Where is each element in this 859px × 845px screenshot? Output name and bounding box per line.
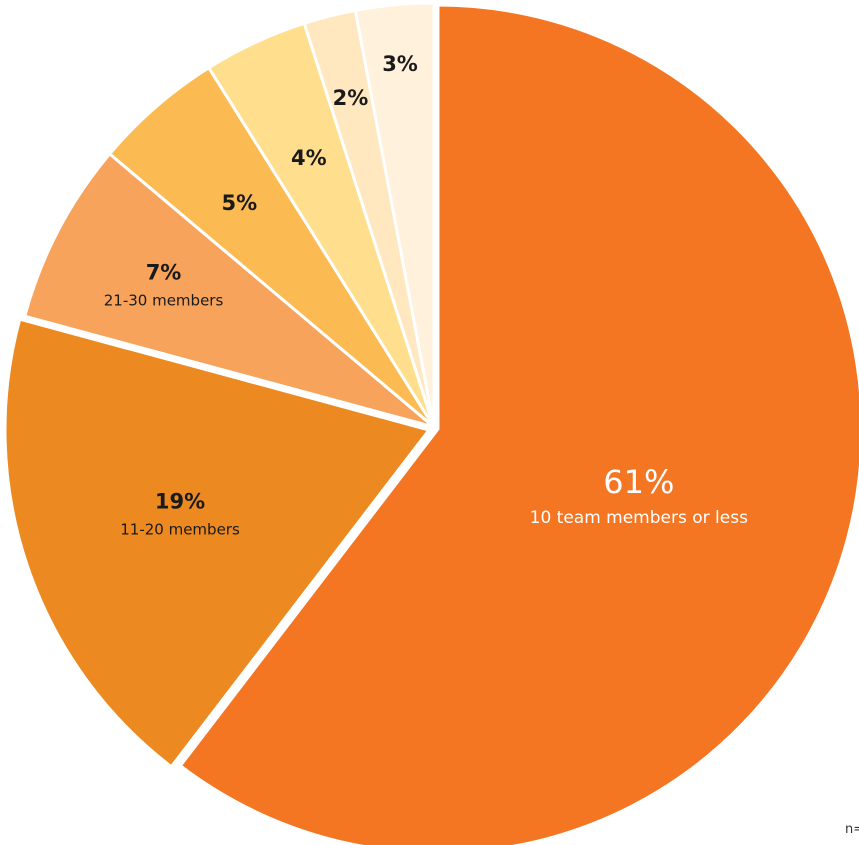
pie-slice-7-pct	[23, 152, 436, 429]
slice-category-label: 11-20 members	[120, 520, 240, 538]
pie-slice-19-pct	[3, 317, 431, 769]
slice-percent-label: 2%	[333, 86, 369, 110]
sample-size-note: n=	[845, 822, 859, 837]
slice-percent-label: 3%	[382, 52, 418, 76]
slice-category-label: 21-30 members	[104, 291, 224, 309]
pie-slice-3-pct	[353, 1, 436, 429]
slice-percent-label: 61%	[603, 463, 674, 501]
slice-percent-label: 4%	[291, 146, 327, 170]
slice-category-label: 10 team members or less	[530, 508, 748, 528]
slice-percent-label: 5%	[221, 191, 257, 215]
slice-percent-label: 7%	[146, 260, 182, 284]
slice-percent-label: 19%	[155, 489, 205, 513]
pie-slice-61-pct	[178, 3, 859, 845]
